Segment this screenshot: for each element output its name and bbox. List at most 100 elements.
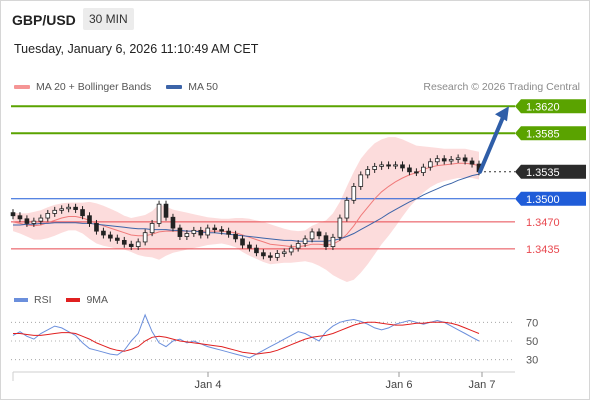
candle <box>87 215 92 224</box>
candle <box>17 215 23 220</box>
rsi-level-label: 30 <box>526 355 538 367</box>
candle <box>24 218 30 224</box>
ma20-legend-label: MA 20 + Bollinger Bands <box>36 81 152 93</box>
candle <box>94 223 99 232</box>
candle <box>212 227 218 231</box>
candle <box>448 159 454 162</box>
candle <box>115 237 120 241</box>
timeframe-badge[interactable]: 30 MIN <box>83 8 134 30</box>
candle <box>455 157 461 160</box>
level-label-1.3500: 1.3500 <box>526 194 560 206</box>
x-tick-label: Jan 4 <box>195 379 222 391</box>
datetime-label: Tuesday, January 6, 2026 11:10:49 AM CET <box>14 42 259 56</box>
candle <box>135 241 141 247</box>
candle <box>414 171 419 174</box>
candle <box>184 233 190 237</box>
main-legend: MA 20 + Bollinger Bands MA 50 <box>14 81 218 93</box>
rsi-legend-swatch <box>14 298 28 303</box>
candle <box>142 232 148 243</box>
ma9-legend-swatch <box>66 298 81 303</box>
candle <box>434 158 440 163</box>
candle <box>288 247 294 253</box>
ma9-legend-label: 9MA <box>86 294 109 306</box>
candle <box>365 169 371 176</box>
candle <box>261 252 266 257</box>
level-tag-1.3500 <box>515 191 586 206</box>
candle <box>233 233 238 240</box>
candle <box>45 213 51 219</box>
candle <box>393 164 398 167</box>
candle <box>156 203 162 224</box>
candle <box>66 206 71 210</box>
candle <box>323 235 329 247</box>
level-tag-1.3535 <box>515 164 586 179</box>
symbol-label: GBP/USD <box>12 12 76 28</box>
candle <box>344 199 350 219</box>
ma50-legend-label: MA 50 <box>188 81 218 93</box>
forecast-arrow-head <box>495 106 509 122</box>
candle <box>330 236 336 247</box>
x-tick-label: Jan 7 <box>469 379 496 391</box>
level-label-1.3585: 1.3585 <box>526 128 560 140</box>
rsi-ma9-line <box>13 321 480 355</box>
candle <box>240 238 245 246</box>
candle <box>407 167 412 173</box>
candle <box>462 157 468 162</box>
candle <box>309 231 315 240</box>
candle <box>379 164 384 167</box>
candle <box>101 230 106 236</box>
candle <box>428 161 433 168</box>
candle <box>128 243 134 247</box>
candle <box>219 229 224 232</box>
candle <box>400 164 405 169</box>
candle <box>441 158 447 162</box>
level-label-1.3620: 1.3620 <box>526 101 560 113</box>
candle <box>226 230 231 235</box>
level-label-1.3435: 1.3435 <box>526 244 560 256</box>
candle <box>205 227 211 236</box>
candle <box>281 251 287 254</box>
candle <box>386 164 391 167</box>
candle <box>149 223 155 234</box>
candle <box>469 160 475 165</box>
candle <box>198 229 204 236</box>
candle <box>10 212 16 217</box>
candle <box>121 239 127 245</box>
candle <box>254 247 259 254</box>
candle <box>163 203 169 218</box>
candle <box>59 208 64 211</box>
ma50-legend-swatch <box>166 85 183 90</box>
candle <box>421 166 426 173</box>
candle <box>302 238 308 244</box>
level-label-1.3470: 1.3470 <box>526 217 560 229</box>
candle <box>274 253 280 258</box>
candle <box>351 186 357 201</box>
level-label-1.3535: 1.3535 <box>526 167 560 179</box>
candle <box>358 174 364 187</box>
forecast-arrow <box>478 115 505 174</box>
candle <box>268 255 273 258</box>
ma20-legend-swatch <box>14 85 30 90</box>
candle <box>316 231 322 237</box>
candle <box>108 234 113 239</box>
candle <box>372 165 377 170</box>
candle <box>73 206 78 210</box>
candle <box>295 243 301 249</box>
candle <box>170 216 176 229</box>
candle <box>38 217 44 222</box>
rsi-legend-label: RSI <box>34 294 52 306</box>
credit-label: Research © 2026 Trading Central <box>423 81 580 93</box>
candle <box>191 229 197 234</box>
candle <box>31 220 37 224</box>
level-tag-1.3620 <box>515 99 586 114</box>
candle <box>80 209 85 217</box>
rsi-level-label: 70 <box>526 317 538 329</box>
rsi-line <box>12 313 480 359</box>
candle <box>337 217 343 238</box>
level-tag-1.3585 <box>515 126 586 141</box>
x-tick-label: Jan 6 <box>386 379 413 391</box>
candle <box>247 244 252 249</box>
rsi-legend: RSI 9MA <box>14 294 108 306</box>
